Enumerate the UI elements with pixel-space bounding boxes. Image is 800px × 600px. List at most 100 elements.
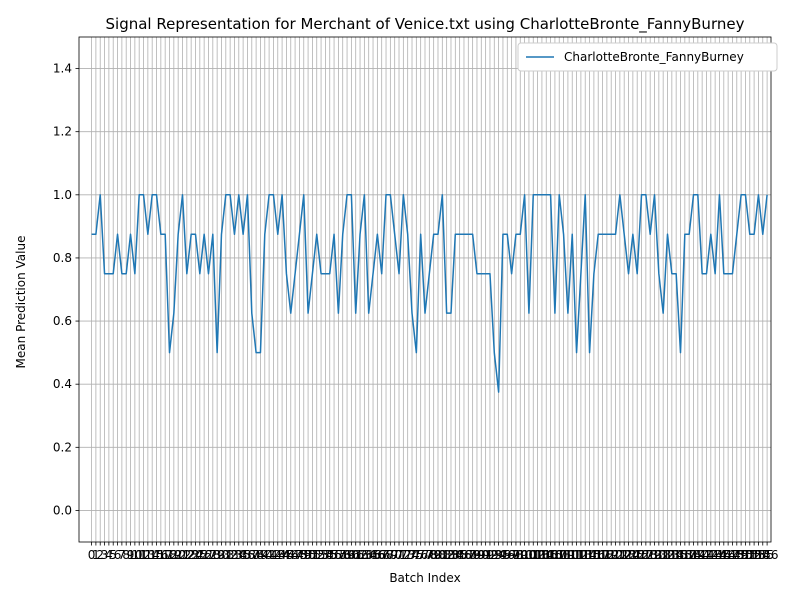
x-tick-label: 103 [526, 548, 549, 562]
x-tick-label: 16 [153, 548, 168, 562]
x-tick-label: 137 [673, 548, 696, 562]
x-tick-label: 97 [504, 548, 519, 562]
x-tick-label: 30 [214, 548, 229, 562]
x-tick-label: 77 [417, 548, 432, 562]
y-tick-label: 1.4 [53, 62, 72, 76]
x-tick-label: 113 [569, 548, 592, 562]
x-tick-label: 24 [188, 548, 203, 562]
x-tick-label: 95 [495, 548, 510, 562]
series-line [91, 194, 768, 393]
x-tick-label: 58 [335, 548, 350, 562]
x-tick-label: 46 [283, 548, 298, 562]
x-tick-label: 41 [261, 548, 276, 562]
y-axis-label: Mean Prediction Value [14, 236, 28, 369]
x-tick-label: 122 [608, 548, 631, 562]
x-tick-label: 132 [652, 548, 675, 562]
x-tick-label: 42 [266, 548, 281, 562]
x-tick-label: 117 [587, 548, 610, 562]
x-tick-label: 96 [500, 548, 515, 562]
x-tick-label: 3 [101, 548, 109, 562]
x-tick-label: 40 [257, 548, 272, 562]
x-tick-label: 155 [751, 548, 774, 562]
x-tick-label: 136 [669, 548, 692, 562]
x-tick-label: 80 [430, 548, 445, 562]
x-tick-label: 13 [140, 548, 155, 562]
y-tick-label: 1.0 [53, 188, 72, 202]
y-tick-label: 0.2 [53, 440, 72, 454]
x-tick-label: 33 [227, 548, 242, 562]
x-tick-label: 21 [175, 548, 190, 562]
x-tick-label: 115 [578, 548, 601, 562]
x-tick-label: 31 [218, 548, 233, 562]
x-tick-label: 18 [162, 548, 177, 562]
x-tick-label: 156 [756, 548, 779, 562]
x-tick-label: 85 [452, 548, 467, 562]
x-tick-label: 72 [396, 548, 411, 562]
x-tick-label: 0 [88, 548, 96, 562]
x-tick-label: 128 [634, 548, 657, 562]
x-tick-label: 6 [114, 548, 122, 562]
x-tick-label: 52 [309, 548, 324, 562]
x-tick-label: 8 [122, 548, 130, 562]
x-tick-label: 12 [136, 548, 151, 562]
x-tick-label: 102 [522, 548, 545, 562]
x-tick-label: 69 [383, 548, 398, 562]
x-tick-label: 98 [508, 548, 523, 562]
x-tick-label: 5 [109, 548, 117, 562]
x-tick-label: 152 [738, 548, 761, 562]
x-tick-label: 34 [231, 548, 246, 562]
x-tick-label: 10 [127, 548, 142, 562]
x-tick-label: 47 [287, 548, 302, 562]
x-tick-label: 144 [704, 548, 727, 562]
x-tick-label: 90 [474, 548, 489, 562]
x-tick-label: 120 [600, 548, 623, 562]
x-tick-label: 127 [630, 548, 653, 562]
x-axis-ticks: 0123456789101112131415161718192021222324… [88, 542, 779, 562]
x-tick-label: 92 [482, 548, 497, 562]
x-tick-label: 134 [660, 548, 683, 562]
x-tick-label: 139 [682, 548, 705, 562]
x-tick-label: 154 [747, 548, 770, 562]
x-tick-label: 142 [695, 548, 718, 562]
x-tick-label: 27 [201, 548, 216, 562]
x-tick-label: 146 [712, 548, 735, 562]
x-tick-label: 148 [721, 548, 744, 562]
x-tick-label: 151 [734, 548, 757, 562]
x-tick-label: 14 [145, 548, 160, 562]
x-tick-label: 79 [426, 548, 441, 562]
x-tick-label: 39 [253, 548, 268, 562]
x-tick-label: 112 [565, 548, 588, 562]
x-tick-label: 143 [699, 548, 722, 562]
x-tick-label: 62 [352, 548, 367, 562]
x-tick-label: 63 [357, 548, 372, 562]
x-tick-label: 105 [535, 548, 558, 562]
x-tick-label: 2 [96, 548, 104, 562]
x-axis-label: Batch Index [389, 571, 460, 585]
x-tick-label: 25 [192, 548, 207, 562]
x-tick-label: 147 [717, 548, 740, 562]
x-tick-label: 86 [456, 548, 471, 562]
x-tick-label: 4 [105, 548, 113, 562]
y-tick-label: 0.0 [53, 503, 72, 517]
x-tick-label: 114 [574, 548, 597, 562]
x-tick-label: 138 [678, 548, 701, 562]
x-tick-label: 78 [422, 548, 437, 562]
x-tick-label: 123 [613, 548, 636, 562]
x-tick-label: 135 [665, 548, 688, 562]
x-tick-label: 93 [487, 548, 502, 562]
x-tick-label: 87 [461, 548, 476, 562]
x-tick-label: 43 [270, 548, 285, 562]
y-tick-label: 0.8 [53, 251, 72, 265]
x-tick-label: 53 [313, 548, 328, 562]
x-tick-label: 84 [448, 548, 463, 562]
x-tick-label: 104 [530, 548, 553, 562]
x-tick-label: 50 [300, 548, 315, 562]
x-tick-label: 131 [647, 548, 670, 562]
x-tick-label: 109 [552, 548, 575, 562]
x-tick-label: 119 [595, 548, 618, 562]
x-tick-label: 26 [197, 548, 212, 562]
x-tick-label: 57 [331, 548, 346, 562]
y-axis-ticks: 0.0 0.2 0.4 0.6 0.8 1.0 1.2 1.4 [53, 62, 79, 517]
x-tick-label: 141 [691, 548, 714, 562]
